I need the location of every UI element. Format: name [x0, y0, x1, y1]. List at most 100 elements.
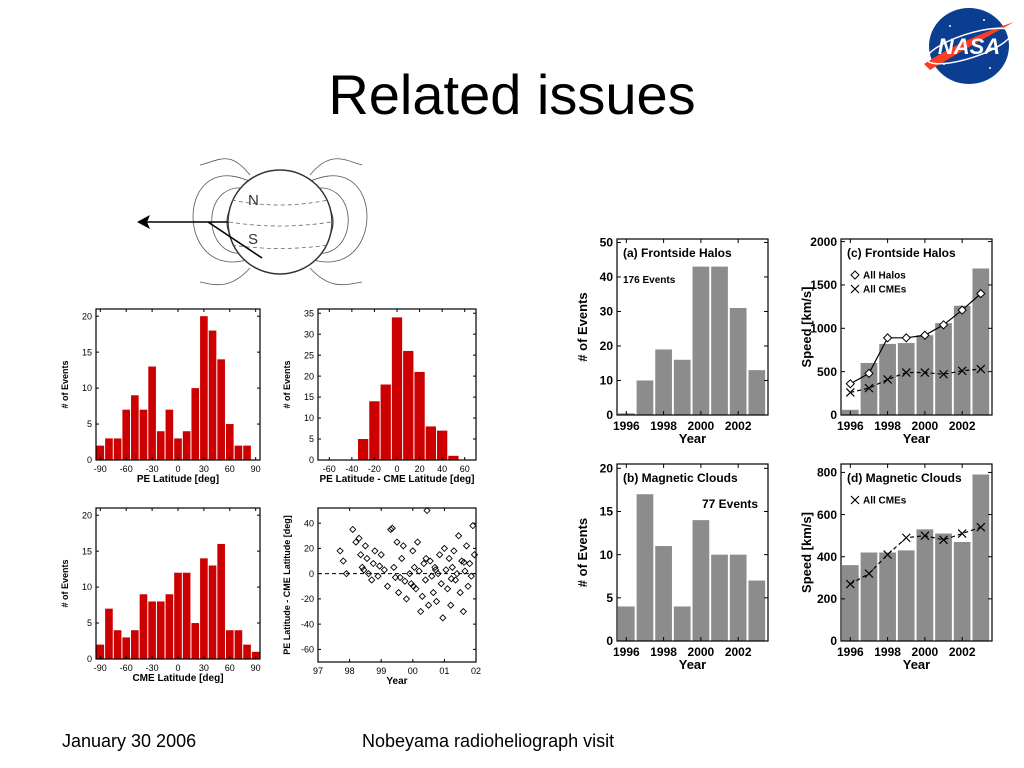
bar [380, 384, 391, 460]
nasa-logo: NASA [920, 4, 1018, 93]
panel-label: (a) Frontside Halos [623, 246, 732, 260]
series-marker [939, 369, 948, 379]
x-tick-label: 1996 [837, 419, 864, 433]
scatter-point [375, 562, 384, 570]
y-tick-label: 20 [304, 544, 314, 554]
bar [448, 455, 459, 460]
series-marker [976, 522, 986, 532]
scatter-point [401, 577, 409, 585]
y-tick-label: 5 [309, 434, 314, 444]
bar [208, 565, 217, 659]
bar [729, 554, 747, 641]
bar [182, 572, 191, 659]
y-axis-label: # of Events [60, 559, 70, 607]
bar [234, 630, 243, 659]
scatter-point [447, 575, 455, 583]
bar [437, 430, 448, 460]
y-tick-label: 15 [82, 546, 92, 556]
scatter-point [402, 595, 411, 603]
x-tick-label: -30 [146, 663, 159, 673]
diff-vs-year-scatter-chart: 97 98 99 00 01 02 -60 -40 -20 0 20 40 Year PE Latitud… [282, 506, 481, 687]
x-tick-label: 98 [345, 666, 355, 676]
series-marker [920, 531, 930, 541]
panel-label: (c) Frontside Halos [847, 246, 956, 260]
magnetic_clouds_speed-chart: All CMEs 1996 1998 2000 2002 0 200 400 600 800 Yea… [799, 463, 993, 672]
bar [165, 594, 174, 659]
bar [148, 366, 156, 460]
x-tick-label: 60 [225, 663, 235, 673]
x-tick-label: -40 [345, 464, 358, 474]
x-axis-label: Year [679, 431, 706, 446]
x-tick-label: 2002 [725, 419, 752, 433]
y-tick-label: 35 [304, 308, 314, 318]
scatter-point [420, 559, 428, 568]
scatter-point [369, 559, 377, 568]
scatter-point [363, 554, 371, 563]
y-axis-label: # of Events [282, 360, 292, 408]
bar [139, 594, 148, 659]
bar [358, 439, 369, 460]
x-axis-label: Year [679, 657, 706, 672]
y-tick-label: 25 [304, 350, 314, 360]
x-tick-label: 02 [471, 666, 481, 676]
bar [131, 395, 139, 460]
x-tick-label: 1996 [613, 419, 640, 433]
scatter-point [390, 563, 398, 571]
bar [953, 541, 971, 641]
y-tick-label: 5 [87, 618, 92, 628]
scatter-point [437, 580, 445, 588]
series-marker [845, 388, 855, 397]
series-line [850, 526, 982, 585]
x-tick-label: 2000 [912, 419, 939, 433]
legend-marker [850, 270, 860, 280]
y-tick-label: 800 [817, 466, 837, 480]
bar [217, 359, 225, 460]
series-marker [920, 330, 930, 340]
legend-label: All Halos [863, 271, 906, 282]
series-marker [901, 533, 911, 543]
x-tick-label: 2000 [688, 419, 715, 433]
x-tick-label: 30 [199, 663, 209, 673]
y-tick-label: 15 [600, 505, 614, 519]
bar [972, 474, 990, 641]
bar [148, 601, 156, 659]
x-tick-label: 1996 [613, 645, 640, 659]
frontside_halos-chart: 1996 1998 2000 2002 0 10 20 30 40 50 Year # of Even… [575, 236, 769, 446]
bar [156, 601, 165, 659]
series-marker [882, 333, 893, 343]
y-tick-label: 10 [82, 383, 92, 393]
x-tick-label: 99 [376, 666, 386, 676]
bar [748, 580, 766, 641]
series-line [850, 368, 981, 394]
series-marker [883, 375, 893, 384]
series-marker [864, 383, 874, 393]
x-tick-label: 90 [251, 464, 261, 474]
y-tick-label: 5 [87, 419, 92, 429]
scatter-point [466, 559, 474, 568]
scatter-point [422, 554, 430, 563]
bar [935, 323, 952, 415]
bar [897, 550, 915, 641]
series-marker [920, 368, 930, 377]
scatter-point [374, 572, 382, 580]
x-tick-label: -90 [94, 464, 107, 474]
bar [113, 630, 122, 659]
y-tick-label: 15 [304, 392, 314, 402]
legend-marker [850, 284, 860, 294]
bar [243, 644, 251, 659]
x-tick-label: 0 [175, 663, 180, 673]
scatter-point [398, 554, 406, 563]
series-line [850, 293, 982, 385]
y-tick-label: 400 [817, 550, 837, 564]
y-tick-label: 0 [606, 408, 613, 422]
bar [972, 268, 990, 415]
scatter-point [429, 588, 437, 597]
y-tick-label: 20 [304, 371, 314, 381]
y-tick-label: 1000 [810, 322, 837, 336]
scatter-point [467, 572, 475, 580]
x-tick-label: 2002 [949, 419, 976, 433]
y-tick-label: 0 [606, 634, 613, 648]
y-tick-label: -60 [301, 645, 314, 655]
y-tick-label: 5 [606, 591, 613, 605]
bar [860, 552, 878, 641]
